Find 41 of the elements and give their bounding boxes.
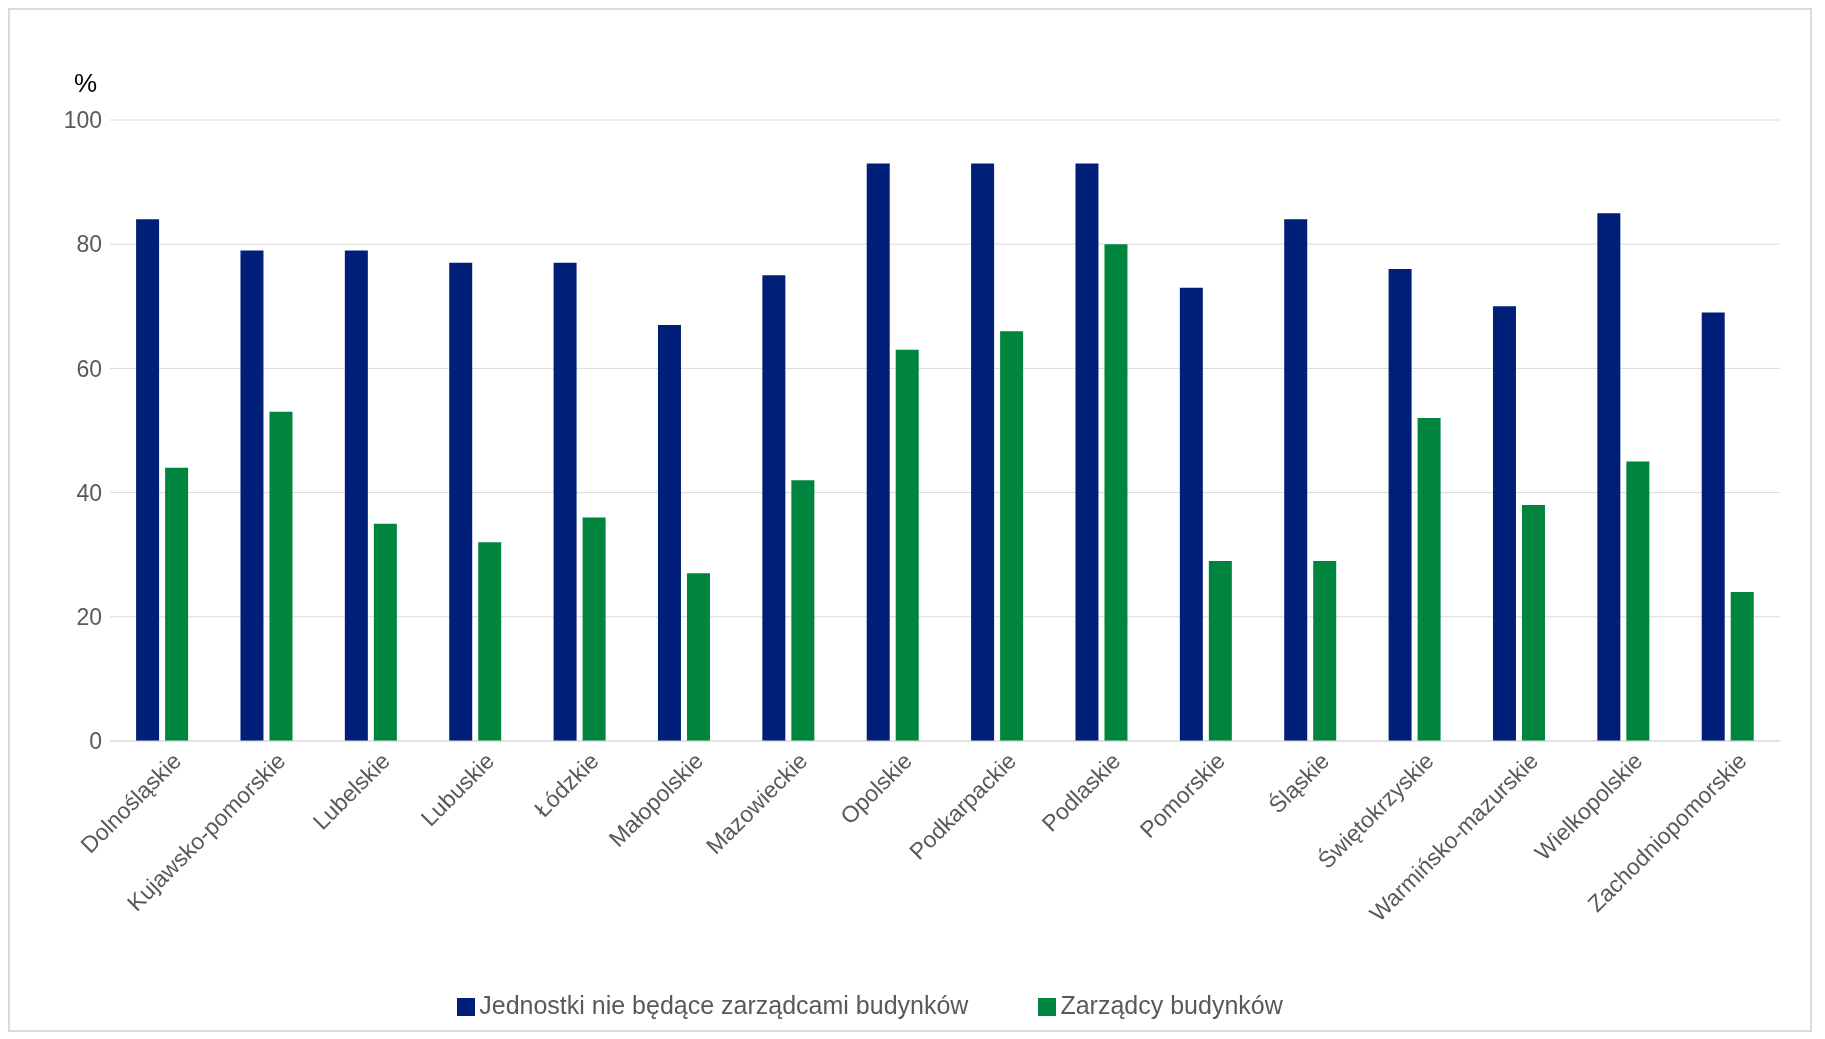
bar: [1626, 461, 1650, 741]
bar: [1284, 219, 1308, 741]
bar: [344, 250, 368, 741]
y-tick-label: 20: [76, 603, 102, 630]
bar: [582, 517, 606, 741]
bar: [165, 467, 189, 741]
bar: [1730, 591, 1754, 741]
bar: [1597, 213, 1621, 741]
legend-label: Jednostki nie będące zarządcami budynków: [479, 991, 969, 1019]
bar: [1313, 560, 1337, 741]
bar: [553, 262, 577, 741]
bar: [686, 573, 710, 741]
y-tick-label: 40: [76, 479, 102, 506]
legend-label: Zarządcy budynków: [1060, 991, 1283, 1019]
bar: [1388, 269, 1412, 741]
bar: [762, 275, 786, 741]
bar: [240, 250, 264, 741]
y-tick-label: 80: [76, 231, 102, 258]
bar: [791, 480, 815, 741]
bar: [866, 163, 890, 741]
y-tick-label: 60: [76, 355, 102, 382]
y-tick-label: 100: [63, 107, 102, 134]
y-axis-title: %: [74, 68, 98, 99]
bar: [478, 542, 502, 741]
bar: [657, 324, 681, 741]
bar: [373, 523, 397, 741]
y-tick-label: 0: [89, 728, 102, 755]
bar: [449, 262, 473, 741]
bar: [1701, 312, 1725, 741]
bar: [1492, 306, 1516, 741]
bar: [1417, 418, 1441, 741]
bar: [136, 219, 160, 741]
bar: [1000, 331, 1024, 741]
bar: [971, 163, 995, 741]
bar: [1208, 560, 1232, 741]
bar: [1179, 287, 1203, 741]
bar: [1521, 505, 1545, 741]
bar: [1075, 163, 1099, 741]
bar: [895, 349, 919, 741]
bar: [269, 411, 293, 741]
bar: [1104, 244, 1128, 741]
